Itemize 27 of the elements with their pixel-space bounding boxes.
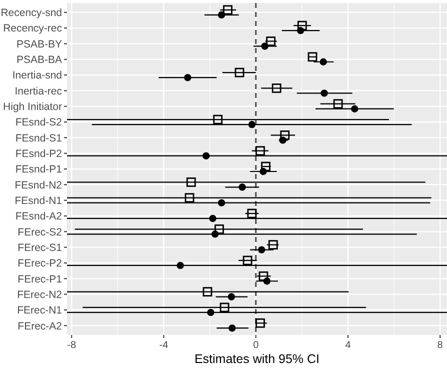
y-tick-label: Recency-rec — [3, 22, 62, 35]
y-tick-label: FErec-N1 — [17, 304, 62, 317]
y-tick-label: PSAB-BY — [16, 38, 62, 50]
y-tick-label: Inertia-rec — [14, 85, 62, 98]
y-tick-label: FErec-S2 — [18, 226, 62, 238]
y-tick-label: FEsnd-P2 — [15, 148, 62, 160]
y-tick-label: High Initiator — [3, 101, 62, 114]
y-tick-label: FEsnd-N2 — [14, 179, 62, 192]
y-tick-label: Recency-snd — [0, 7, 62, 20]
x-tick-label: 0 — [253, 340, 260, 351]
y-tick-label: FErec-P2 — [18, 258, 62, 270]
x-tick-label: -8 — [67, 340, 76, 351]
x-tick-label: -4 — [159, 340, 169, 351]
y-tick-label: PSAB-BA — [16, 54, 62, 66]
x-axis-title: Estimates with 95% CI — [194, 352, 320, 366]
y-tick-label: FErec-A2 — [18, 320, 62, 332]
y-tick-label: FEsnd-S2 — [15, 116, 62, 129]
x-tick-label: 4 — [345, 340, 352, 351]
y-tick-label: FEsnd-S1 — [15, 132, 62, 144]
x-tick-label: 8 — [437, 340, 444, 351]
y-tick-label: FEsnd-A2 — [15, 210, 62, 223]
y-tick-label: FErec-N2 — [17, 288, 62, 301]
y-tick-label: FEsnd-P1 — [15, 164, 62, 176]
y-tick-label: Inertia-snd — [12, 70, 62, 82]
y-tick-label: FErec-S1 — [18, 242, 62, 254]
y-tick-label: FEsnd-N1 — [14, 194, 62, 207]
y-tick-label: FErec-P1 — [18, 273, 62, 286]
